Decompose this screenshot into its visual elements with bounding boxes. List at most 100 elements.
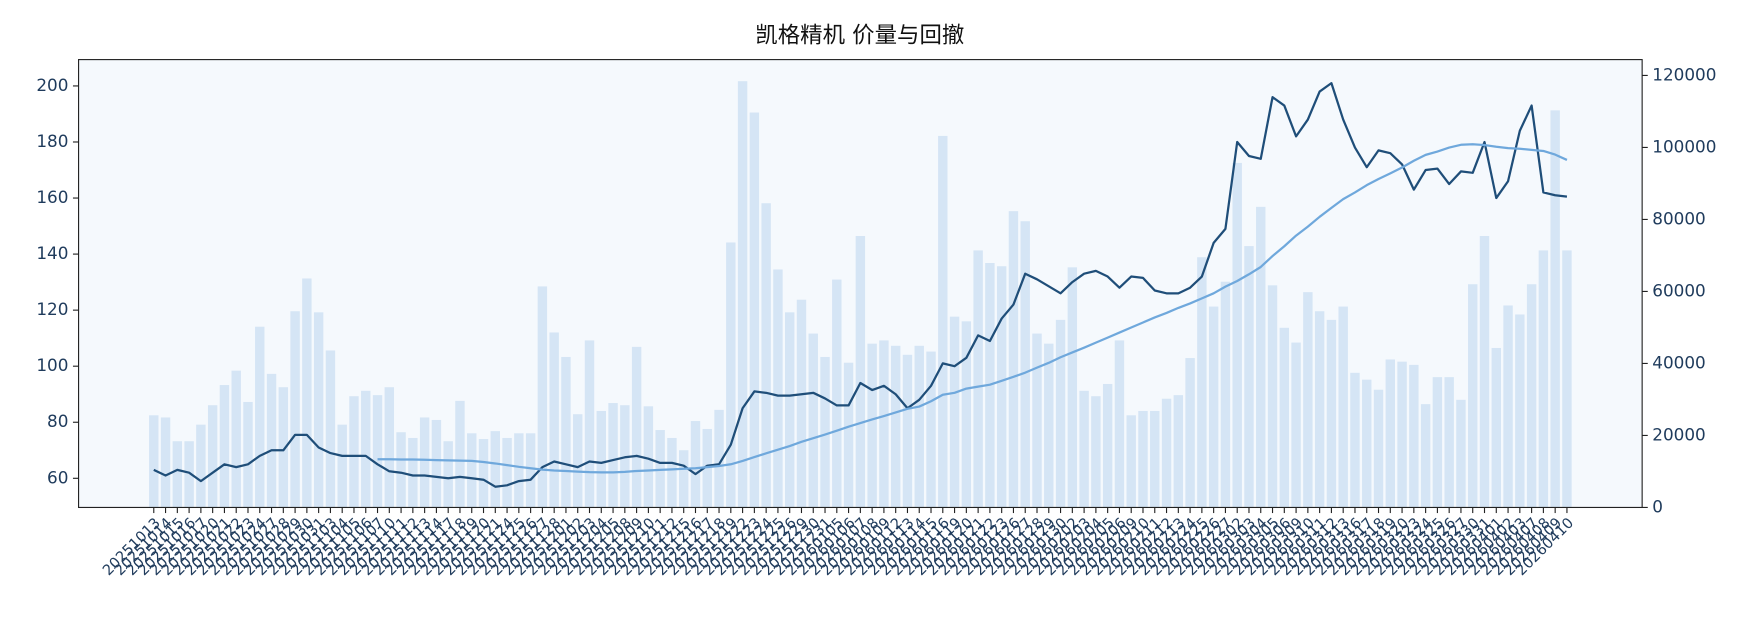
y2-tick-label: 0 [1652,496,1663,516]
volume-bar [726,242,736,508]
volume-bar [1326,319,1337,508]
volume-bar [431,419,442,508]
volume-bar [596,410,606,508]
volume-bar [973,250,983,508]
volume-bar [1279,327,1290,508]
volume-bar [926,351,936,508]
volume-bar [255,326,265,508]
volume-bar [949,316,960,508]
volume-bar [655,430,665,508]
y2-tick-label: 20000 [1652,424,1706,444]
volume-bar [631,346,642,508]
volume-bar [808,333,818,508]
volume-bar [1161,398,1172,508]
volume-bar [1479,235,1490,508]
volume-bar [149,415,159,508]
volume-bar [372,395,383,508]
volume-bar [184,441,194,508]
volume-bar [1444,377,1454,508]
volume-bar [784,312,795,508]
volume-bar [1185,358,1195,508]
volume-bar [478,439,489,508]
volume-bar [1114,340,1125,508]
volume-bar [302,278,312,508]
y2-tick-label: 80000 [1652,208,1706,228]
y-tick-label: 100 [36,355,68,375]
volume-bar [1008,211,1019,508]
volume-bar [643,406,654,508]
plot-layer [149,81,1572,508]
volume-bar [384,387,395,508]
volume-bar [749,112,760,508]
volume-bar [243,401,253,508]
volume-bar [1362,379,1372,508]
volume-bar [1197,257,1207,508]
volume-bar [337,424,347,508]
volume-bar [1314,311,1325,508]
volume-bar [408,437,418,508]
volume-bar [396,432,406,508]
volume-bar [1432,377,1443,508]
volume-bar [561,356,571,508]
volume-bar [231,370,241,508]
volume-bar [514,433,524,508]
chart-title: 凯格精机 价量与回撤 [755,23,964,49]
volume-bar [667,437,677,508]
volume-bar [890,345,901,508]
volume-bar [1102,383,1113,508]
volume-bar [313,312,324,508]
volume-bar [820,356,830,508]
volume-bar [938,135,948,508]
volume-bar [1350,372,1360,508]
volume-bar [773,269,783,508]
y-tick-label: 140 [36,243,68,263]
volume-bar [1456,399,1466,508]
volume-bar [1055,319,1066,508]
volume-bar [1515,314,1525,508]
volume-bar [584,340,595,508]
volume-bar [349,396,359,508]
volume-bar [1303,292,1313,508]
volume-bar [1044,343,1054,508]
volume-bar [1409,364,1419,508]
price-line [377,143,1568,474]
volume-bar [1079,390,1089,508]
volume-bar [1503,305,1513,508]
y2-tick-label: 60000 [1652,280,1706,300]
volume-bar [419,417,430,508]
volume-bar [714,409,724,508]
volume-bar [502,437,512,508]
volume-bar [537,286,548,508]
volume-bar [855,235,866,508]
volume-bar [361,390,371,508]
volume-bar [525,433,536,508]
volume-bar [1338,306,1348,508]
volume-bar [737,81,748,508]
y-tick-label: 80 [47,411,68,431]
volume-bar [1291,342,1301,508]
volume-bar [196,424,206,508]
volume-bar [1526,284,1537,508]
price-line [153,82,1568,488]
volume-bar [761,203,771,508]
volume-bar [1468,284,1478,508]
volume-bar [1491,347,1501,508]
volume-bar [1126,415,1136,508]
volume-bar [467,433,477,508]
y-tick-label: 60 [47,467,68,487]
volume-bar [443,441,453,508]
volume-bar [843,362,854,508]
volume-bar [1256,206,1266,508]
volume-bar [1067,267,1078,508]
volume-bar [832,279,842,508]
volume-bar [867,343,877,508]
volume-bar [796,299,807,508]
volume-bar [996,266,1007,508]
volume-bar [207,405,218,508]
volume-bar [490,431,501,508]
y-tick-label: 180 [36,131,68,151]
volume-bar [290,311,300,508]
y2-tick-label: 120000 [1652,64,1716,84]
volume-bar [1091,396,1101,508]
